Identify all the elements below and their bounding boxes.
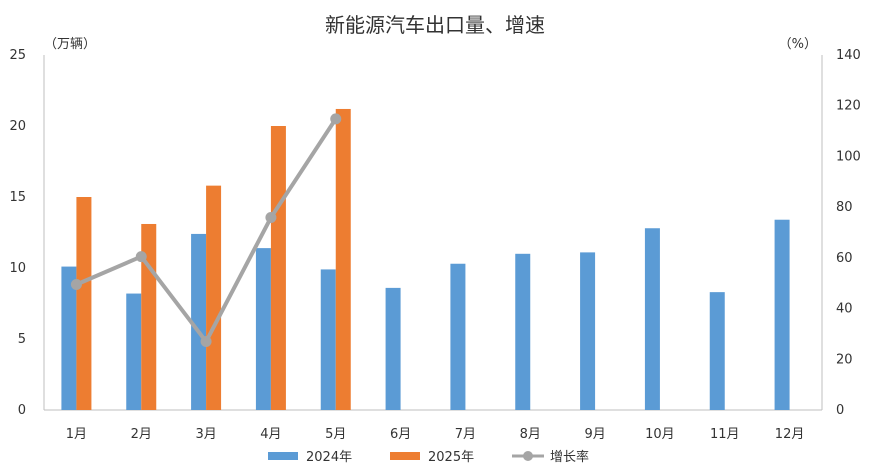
- x-tick-label: 4月: [260, 427, 281, 442]
- right-tick-label: 20: [836, 352, 853, 367]
- bar-2024: [580, 252, 596, 410]
- right-axis-unit: （%）: [779, 37, 817, 52]
- bar-2024: [450, 263, 466, 410]
- left-tick-label: 10: [9, 261, 26, 276]
- bars: [61, 108, 790, 411]
- bar-2024: [61, 266, 77, 410]
- bar-2024: [191, 233, 207, 410]
- bar-2024: [709, 292, 725, 410]
- growth-rate-point: [135, 251, 147, 263]
- x-tick-label: 9月: [584, 427, 605, 442]
- x-axis-ticks: 1月 2月 3月 4月 5月 6月 7月 8月 9月 10月 11月 12月: [66, 427, 805, 442]
- growth-rate-series: [70, 113, 342, 348]
- x-tick-label: 12月: [775, 427, 805, 442]
- bar-2024: [385, 287, 401, 410]
- left-tick-label: 20: [9, 119, 26, 134]
- right-tick-label: 80: [836, 200, 853, 215]
- growth-rate-point: [265, 212, 277, 224]
- bar-2024: [255, 248, 271, 410]
- left-tick-label: 0: [18, 403, 26, 418]
- x-tick-label: 3月: [195, 427, 216, 442]
- growth-rate-point: [70, 278, 82, 290]
- bar-2025: [335, 108, 351, 411]
- left-tick-label: 15: [9, 190, 26, 205]
- right-tick-label: 40: [836, 302, 853, 317]
- left-tick-label: 25: [9, 48, 26, 63]
- legend-swatch-marker: [523, 451, 533, 461]
- right-tick-label: 120: [836, 99, 861, 114]
- left-axis-ticks: 0 5 10 15 20 25: [9, 48, 26, 418]
- x-tick-label: 1月: [66, 427, 87, 442]
- x-tick-label: 10月: [645, 427, 675, 442]
- legend-label: 2025年: [428, 450, 474, 465]
- x-tick-label: 2月: [131, 427, 152, 442]
- x-tick-label: 6月: [390, 427, 411, 442]
- bar-2024: [515, 253, 531, 410]
- x-tick-label: 8月: [520, 427, 541, 442]
- right-axis-ticks: 0 20 40 60 80 100 120 140: [836, 48, 861, 418]
- bar-2025: [76, 197, 92, 410]
- right-tick-label: 100: [836, 149, 861, 164]
- x-tick-label: 11月: [710, 427, 740, 442]
- chart-title: 新能源汽车出口量、增速: [325, 13, 545, 37]
- bar-2024: [644, 228, 660, 410]
- growth-rate-point: [330, 113, 342, 125]
- right-tick-label: 60: [836, 251, 853, 266]
- legend-label: 2024年: [306, 450, 352, 465]
- bar-2024: [126, 293, 142, 410]
- bar-2024: [320, 269, 336, 410]
- bar-2025: [206, 185, 222, 410]
- legend-swatch: [268, 452, 298, 460]
- right-tick-label: 140: [836, 48, 861, 63]
- legend-swatch: [390, 452, 420, 460]
- left-axis-unit: （万辆）: [44, 37, 96, 52]
- bar-2024: [774, 219, 790, 410]
- legend: 2024年 2025年 增长率: [268, 449, 589, 465]
- legend-label: 增长率: [550, 449, 589, 465]
- right-tick-label: 0: [836, 403, 844, 418]
- x-tick-label: 5月: [325, 427, 346, 442]
- x-tick-label: 7月: [455, 427, 476, 442]
- left-tick-label: 5: [18, 332, 26, 347]
- growth-rate-point: [200, 336, 212, 348]
- bar-2025: [270, 126, 286, 410]
